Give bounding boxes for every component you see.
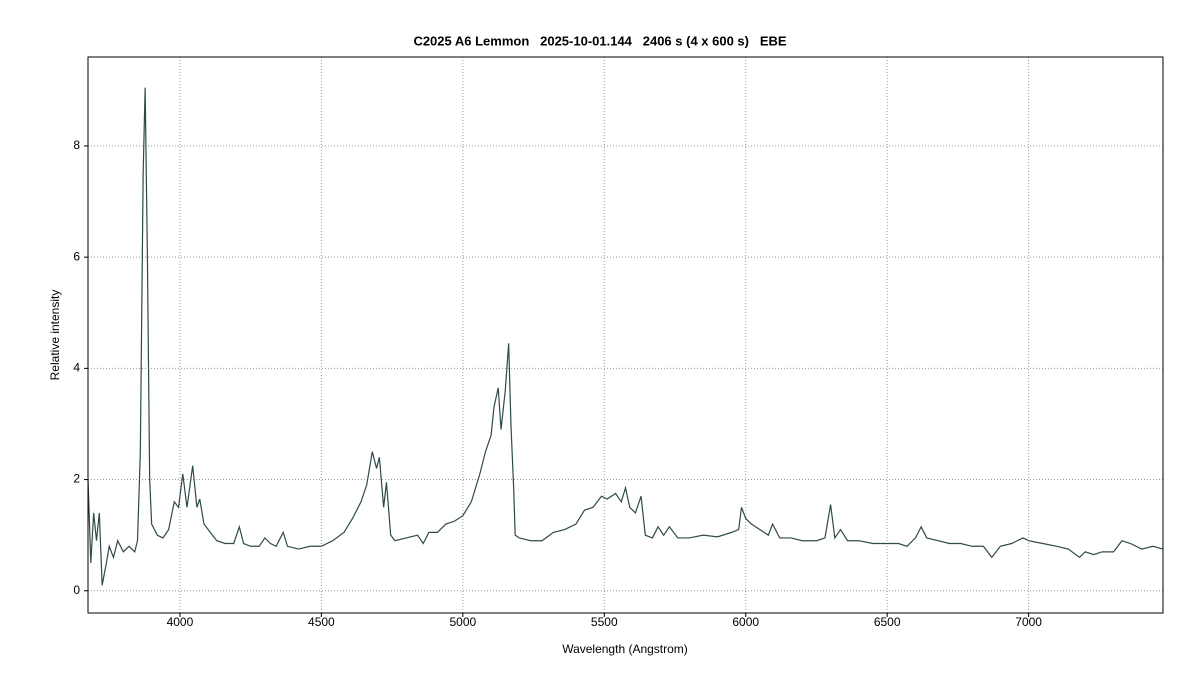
y-tick-label: 0 [73,583,80,597]
spectrum-line [87,87,1164,586]
x-tick-label: 5000 [449,615,476,629]
x-tick-label: 4500 [308,615,335,629]
y-tick-label: 6 [73,249,80,263]
y-tick-label: 4 [73,361,80,375]
chart-title: C2025 A6 Lemmon 2025-10-01.144 2406 s (4… [413,33,786,48]
x-tick-label: 4000 [167,615,194,629]
x-tick-label: 6000 [732,615,759,629]
x-tick-label: 6500 [874,615,901,629]
y-axis-label: Relative intensity [48,290,62,381]
x-tick-label: 5500 [591,615,618,629]
y-tick-label: 2 [73,472,80,486]
plot-frame [87,56,1164,614]
x-axis-label: Wavelength (Angstrom) [562,642,688,656]
y-tick-label: 8 [73,138,80,152]
x-tick-label: 7000 [1015,615,1042,629]
